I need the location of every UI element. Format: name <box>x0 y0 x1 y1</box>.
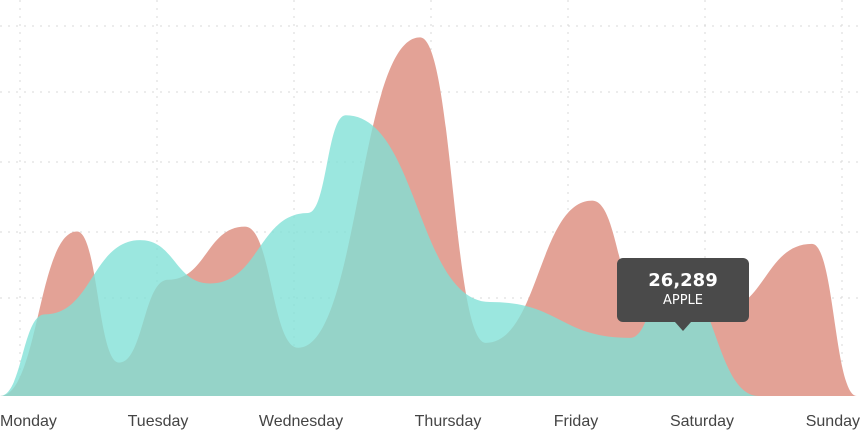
x-tick-label: Saturday <box>670 413 734 430</box>
x-tick-label: Thursday <box>415 413 482 430</box>
x-tick-label: Monday <box>0 413 57 430</box>
x-tick-label: Wednesday <box>259 413 343 430</box>
tooltip-value: 26,289 <box>648 270 718 291</box>
x-axis: Monday Tuesday Wednesday Thursday Friday… <box>0 413 860 430</box>
series-area-2 <box>0 115 759 396</box>
data-tooltip: 26,289 APPLE <box>617 258 749 331</box>
x-tick-label: Sunday <box>806 413 860 430</box>
chart-areas <box>0 37 857 396</box>
tooltip-label: APPLE <box>662 293 704 308</box>
x-tick-label: Friday <box>554 413 598 430</box>
x-tick-label: Tuesday <box>128 413 189 430</box>
